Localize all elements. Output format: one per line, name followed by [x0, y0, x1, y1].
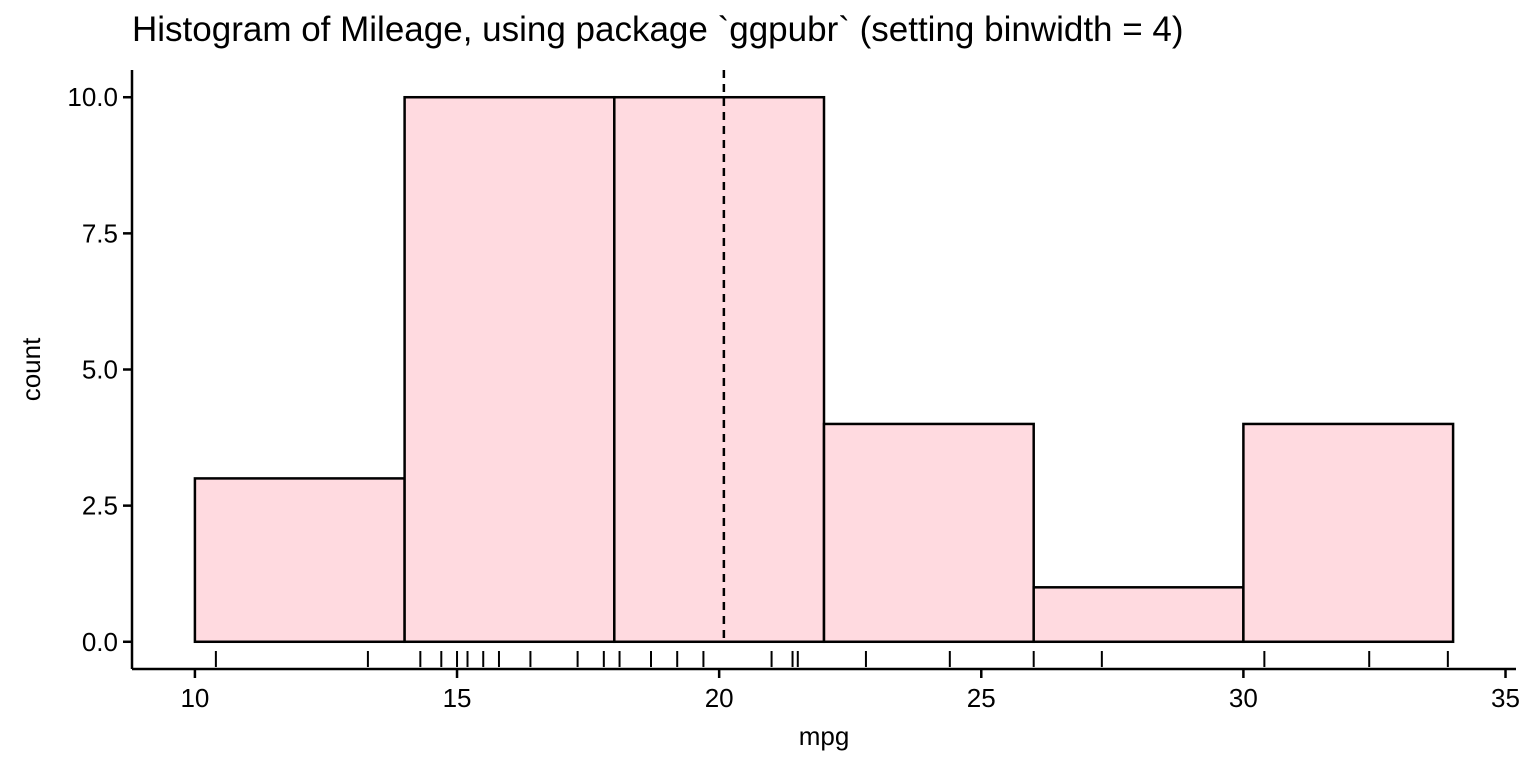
histogram-bar-5: [1032, 586, 1245, 644]
axes: 0.0 2.5 5.0 7.5 10.0 10 15 20 25 30 35: [67, 70, 1520, 713]
histogram-bar-4: [822, 422, 1035, 644]
y-axis-title: count: [16, 337, 46, 401]
x-tick-label: 35: [1491, 683, 1520, 713]
y-tick-label: 0.0: [82, 627, 118, 657]
x-axis-title: mpg: [799, 721, 850, 751]
x-tick-label: 25: [967, 683, 996, 713]
y-tick-label: 5.0: [82, 355, 118, 385]
histogram-bars: [193, 95, 1455, 644]
histogram-bar-6: [1242, 422, 1455, 644]
chart-title: Histogram of Mileage, using package `ggp…: [132, 10, 1184, 49]
histogram-bar-2: [403, 95, 616, 644]
histogram-bar-3: [613, 95, 826, 644]
x-tick-label: 10: [180, 683, 209, 713]
y-tick-label: 10.0: [67, 82, 118, 112]
x-tick-label: 30: [1229, 683, 1258, 713]
y-tick-label: 7.5: [82, 218, 118, 248]
histogram-bar-1: [193, 477, 406, 644]
x-tick-label: 20: [705, 683, 734, 713]
x-tick-label: 15: [443, 683, 472, 713]
rug-ticks: [214, 651, 1449, 667]
y-tick-label: 2.5: [82, 491, 118, 521]
